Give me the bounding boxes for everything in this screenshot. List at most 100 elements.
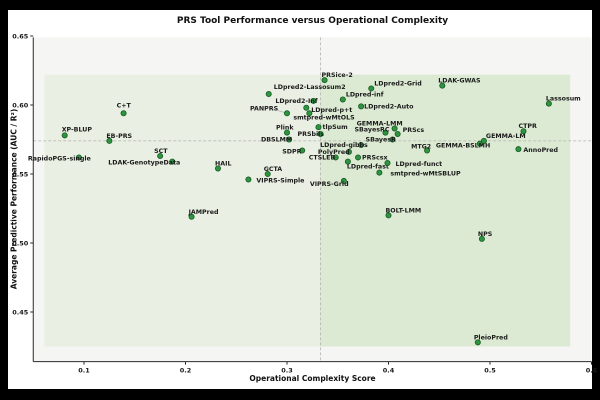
- data-point: [245, 176, 252, 183]
- right-green-region: [320, 74, 571, 347]
- data-point: [169, 158, 176, 165]
- data-point: [474, 339, 481, 346]
- data-point: [61, 132, 68, 139]
- point-label: tlpSum: [322, 124, 348, 131]
- point-label: LDpred2-Grid: [374, 80, 422, 87]
- data-point: [264, 170, 271, 177]
- data-point: [391, 125, 398, 132]
- data-point: [321, 77, 328, 84]
- data-point: [283, 129, 290, 136]
- data-point: [299, 147, 306, 154]
- x-axis-label: Operational Complexity Score: [249, 374, 376, 383]
- point-label: PRScs: [403, 127, 425, 134]
- data-point: [376, 169, 383, 176]
- data-point: [355, 154, 362, 161]
- y-axis-label: Average Predictive Performance (AUC / R²…: [9, 108, 19, 290]
- data-point: [286, 136, 293, 143]
- x-tick-label: 0.5: [484, 367, 496, 375]
- data-point: [368, 85, 375, 92]
- point-label: LDpred2-Inf: [275, 98, 317, 105]
- data-point: [265, 90, 272, 97]
- data-point: [303, 104, 310, 111]
- y-tick-label: 0.65: [12, 32, 29, 40]
- data-point: [283, 110, 290, 117]
- point-label: SBayesRC: [354, 127, 389, 134]
- left-green-region: [44, 74, 321, 347]
- point-label: Plink: [276, 125, 294, 132]
- point-label: LDpred-p+t: [311, 107, 352, 114]
- point-label: VIPRS-Grid: [310, 181, 349, 188]
- data-point: [120, 110, 127, 117]
- data-point: [188, 213, 195, 220]
- chart-title: PRS Tool Performance versus Operational …: [176, 16, 449, 26]
- point-label: PANPRS: [250, 105, 279, 112]
- point-label: SDPR: [282, 149, 301, 156]
- data-point: [394, 130, 401, 137]
- point-label: VIPRS-Simple: [256, 178, 304, 185]
- data-point: [424, 147, 431, 154]
- point-label: PRScsx: [362, 154, 388, 161]
- data-point: [545, 100, 552, 107]
- data-point: [157, 153, 164, 160]
- point-label: LDpred-funct: [395, 161, 442, 168]
- point-label: C+T: [117, 102, 132, 109]
- point-label: GEMMA-LM: [486, 133, 526, 140]
- point-label: SCT: [154, 148, 168, 155]
- point-label: LDAK-GWAS: [438, 78, 481, 85]
- x-tick-label: 0.4: [383, 367, 395, 375]
- data-point: [358, 103, 365, 110]
- point-label: XP-BLUP: [62, 126, 93, 133]
- point-label: LDpred-fast: [347, 164, 389, 171]
- point-label: AnnoPred: [523, 147, 558, 154]
- y-tick-label: 0.60: [12, 101, 29, 109]
- y-tick-label: 0.45: [12, 308, 29, 316]
- point-label: LDpred2-Auto: [364, 103, 414, 110]
- point-label: GCTA: [264, 166, 283, 173]
- point-label: DBSLMM: [261, 137, 292, 144]
- data-point: [520, 128, 527, 135]
- data-point: [332, 154, 339, 161]
- point-label: CTPR: [518, 123, 537, 130]
- point-label: LDAK-GenotypeData: [108, 160, 180, 167]
- data-point: [385, 212, 392, 219]
- data-point: [214, 165, 221, 172]
- data-point: [106, 137, 113, 144]
- point-label: BOLT-LMM: [386, 207, 422, 214]
- data-point: [439, 82, 446, 89]
- data-point: [340, 177, 347, 184]
- data-point: [306, 110, 313, 117]
- point-label: EB-PRS: [106, 133, 132, 140]
- point-label: smtpred-wMtSBLUP: [390, 171, 461, 178]
- point-label: GEMMA-BSLMH: [436, 143, 490, 150]
- data-point: [515, 146, 522, 153]
- point-label: MTG2: [411, 144, 431, 151]
- data-point: [75, 154, 82, 161]
- data-point: [317, 130, 324, 137]
- point-label: RapidoPGS-single: [28, 155, 91, 162]
- point-label: CTSLEB: [309, 154, 336, 161]
- data-point: [339, 96, 346, 103]
- data-point: [382, 129, 389, 136]
- point-label: PRSice-2: [322, 72, 353, 79]
- x-tick-label: 0.2: [180, 367, 192, 375]
- point-label: JAMPred: [188, 209, 219, 216]
- point-label: GEMMA-LMM: [357, 120, 403, 127]
- data-point: [389, 136, 396, 143]
- point-label: SBayesR: [366, 137, 397, 144]
- point-label: LDpred-inf: [346, 91, 384, 98]
- point-label: smtpred-wMtOLS: [293, 114, 355, 121]
- data-point: [476, 140, 483, 147]
- y-tick-label: 0.50: [12, 239, 29, 247]
- y-tick-label: 0.55: [12, 170, 29, 178]
- point-label: Lassosum: [546, 96, 581, 103]
- data-point: [384, 159, 391, 166]
- point-label: HAIL: [215, 160, 232, 167]
- data-point: [344, 158, 351, 165]
- data-point: [480, 137, 487, 144]
- data-point: [310, 97, 317, 104]
- x-tick-label: 0.3: [281, 367, 293, 375]
- point-label: NPS: [478, 231, 493, 238]
- data-point: [478, 235, 485, 242]
- data-point: [358, 142, 365, 149]
